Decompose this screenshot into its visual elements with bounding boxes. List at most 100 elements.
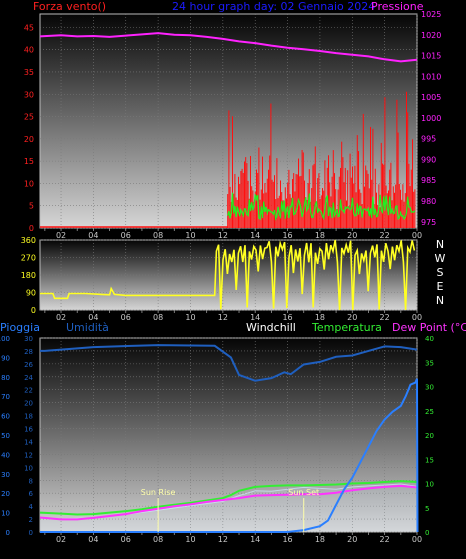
legend-pioggia: Pioggia — [0, 321, 40, 334]
y-tick-label-temperature: 30 — [425, 384, 434, 392]
y-tick-label-rain: 70 — [1, 393, 10, 401]
y-tick-label-rain: 90 — [1, 354, 10, 362]
y-tick-label-rain: 0 — [6, 529, 10, 537]
legend-windchill: Windchill — [246, 321, 296, 334]
rain-line — [40, 378, 419, 533]
y-tick-label-pressure: 1015 — [421, 52, 441, 61]
y-tick-label-pressure: 1020 — [421, 31, 441, 40]
y-tick-label-wind: 35 — [24, 68, 34, 77]
header-right-title: Pressione — [371, 0, 424, 13]
x-tick-label: 00 — [412, 535, 422, 544]
x-tick-label: 00 — [412, 231, 422, 240]
y-tick-label-rain: 100 — [0, 335, 10, 343]
temperature-line — [39, 480, 418, 516]
x-tick-label: 14 — [250, 535, 260, 544]
x-tick-label: 14 — [250, 231, 260, 240]
y-tick-label-direction: 90 — [26, 289, 36, 298]
y-tick-label-temperature: 0 — [425, 529, 429, 537]
wind-gust-line — [227, 192, 416, 221]
y-tick-label-humidity: 24 — [24, 374, 33, 382]
x-tick-label: 02 — [56, 313, 66, 322]
y-tick-label-rain: 40 — [1, 451, 10, 459]
y-tick-label-pressure: 1000 — [421, 114, 441, 123]
direction-letter: S — [437, 266, 444, 279]
panel-wind-direction-bg — [39, 239, 418, 311]
y-tick-label-rain: 30 — [1, 471, 10, 479]
y-tick-label-humidity: 18 — [24, 413, 33, 421]
x-tick-label: 02 — [56, 231, 66, 240]
y-tick-label-wind: 40 — [24, 46, 34, 55]
y-tick-label-humidity: 10 — [24, 464, 33, 472]
y-tick-label-humidity: 2 — [29, 516, 33, 524]
x-tick-label: 12 — [218, 231, 228, 240]
y-tick-label-pressure: 980 — [421, 197, 436, 206]
y-tick-label-direction: 270 — [21, 254, 36, 263]
x-tick-label: 22 — [380, 313, 390, 322]
x-tick-label: 08 — [153, 313, 163, 322]
direction-letter: N — [436, 294, 444, 307]
x-tick-label: 16 — [282, 231, 292, 240]
x-tick-label: 04 — [88, 231, 98, 240]
y-tick-label-temperature: 20 — [425, 432, 434, 440]
y-tick-label-rain: 20 — [1, 490, 10, 498]
x-tick-label: 22 — [380, 535, 390, 544]
x-tick-label: 08 — [153, 231, 163, 240]
y-tick-label-rain: 60 — [1, 413, 10, 421]
x-tick-label: 12 — [218, 535, 228, 544]
humidity-line — [40, 344, 418, 382]
y-tick-label-temperature: 5 — [425, 505, 429, 513]
y-tick-label-wind: 30 — [24, 90, 34, 99]
y-tick-label-pressure: 1025 — [421, 10, 441, 19]
legend-umidita: Umidità — [66, 321, 109, 334]
y-tick-label-pressure: 1010 — [421, 72, 441, 81]
y-tick-label-humidity: 20 — [24, 400, 33, 408]
y-tick-label-temperature: 40 — [425, 335, 434, 343]
fill-layer — [40, 484, 417, 532]
x-tick-label: 04 — [88, 313, 98, 322]
y-tick-label-humidity: 14 — [24, 438, 33, 446]
y-tick-label-pressure: 990 — [421, 155, 436, 164]
y-tick-label-humidity: 0 — [29, 529, 33, 537]
y-tick-label-humidity: 12 — [24, 451, 33, 459]
x-tick-label: 06 — [121, 313, 131, 322]
y-tick-label-wind: 0 — [29, 224, 34, 233]
dewpoint-line — [39, 484, 418, 521]
y-tick-label-wind: 45 — [24, 23, 34, 32]
y-tick-label-temperature: 35 — [425, 359, 434, 367]
y-tick-label-pressure: 985 — [421, 176, 436, 185]
legend-temperatura: Temperatura — [311, 321, 382, 334]
y-tick-label-humidity: 6 — [29, 490, 34, 498]
x-tick-label: 18 — [315, 313, 325, 322]
y-tick-label-rain: 10 — [1, 510, 10, 518]
x-tick-label: 10 — [185, 231, 195, 240]
header-left-title: Forza vento() — [33, 0, 106, 13]
y-tick-label-humidity: 8 — [29, 477, 33, 485]
y-tick-label-pressure: 975 — [421, 218, 436, 227]
y-tick-label-humidity: 30 — [24, 335, 33, 343]
x-tick-label: 06 — [121, 535, 131, 544]
x-tick-label: 16 — [282, 313, 292, 322]
x-tick-label: 06 — [121, 231, 131, 240]
tick-label-layer: 0510152025303540459759809859909951000100… — [0, 10, 446, 544]
y-tick-label-wind: 15 — [24, 157, 34, 166]
y-tick-label-rain: 50 — [1, 432, 10, 440]
windchill-area — [40, 484, 417, 532]
x-tick-label: 18 — [315, 231, 325, 240]
header-center-title: 24 hour graph day: 02 Gennaio 2024 — [172, 0, 375, 13]
y-tick-label-temperature: 10 — [425, 481, 434, 489]
sun-marker-label: Sun Rise — [141, 488, 176, 497]
direction-letter: E — [437, 280, 444, 293]
y-tick-label-humidity: 4 — [29, 503, 34, 511]
y-tick-label-humidity: 26 — [24, 361, 33, 369]
y-tick-label-wind: 5 — [29, 202, 34, 211]
y-tick-label-direction: 180 — [21, 271, 36, 280]
wind-direction-line — [40, 239, 416, 311]
y-tick-label-pressure: 995 — [421, 135, 436, 144]
x-tick-label: 20 — [347, 313, 357, 322]
x-tick-label: 10 — [185, 313, 195, 322]
y-tick-label-pressure: 1005 — [421, 93, 441, 102]
pressure-line — [39, 32, 418, 63]
x-tick-label: 10 — [185, 535, 195, 544]
y-tick-label-rain: 80 — [1, 374, 10, 382]
